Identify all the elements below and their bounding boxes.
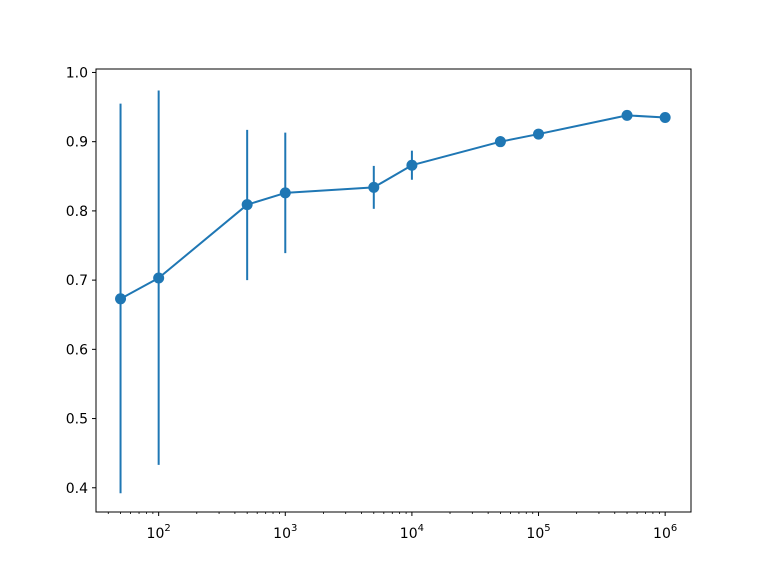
data-point [659, 111, 671, 123]
data-point [494, 136, 506, 148]
x-tick-label: 105 [526, 523, 550, 542]
y-tick-label: 1.0 [66, 65, 88, 81]
y-tick-label: 0.4 [66, 481, 88, 497]
data-point [621, 109, 633, 121]
y-tick-label: 0.9 [66, 135, 88, 151]
axes-frame [95, 68, 692, 513]
x-tick-label: 102 [147, 523, 171, 542]
data-point [115, 293, 127, 305]
data-point [279, 187, 291, 199]
y-tick-label: 0.8 [66, 204, 88, 220]
y-tick-label: 0.7 [66, 273, 88, 289]
plot-area [115, 90, 671, 494]
x-tick-label: 103 [273, 523, 297, 542]
x-tick-label: 106 [653, 523, 677, 542]
data-point [241, 199, 253, 211]
x-tick-label: 104 [400, 523, 424, 542]
data-point [406, 159, 418, 171]
y-tick-label: 0.6 [66, 342, 88, 358]
series-line [120, 114, 666, 300]
y-axis: 0.4 0.5 0.6 0.7 0.8 0.9 1.0 [66, 65, 96, 497]
y-tick-label: 0.5 [66, 412, 88, 428]
data-point [368, 181, 380, 193]
x-axis: 102 103 104 105 106 [107, 512, 677, 542]
data-point [533, 128, 545, 140]
data-point [153, 272, 165, 284]
